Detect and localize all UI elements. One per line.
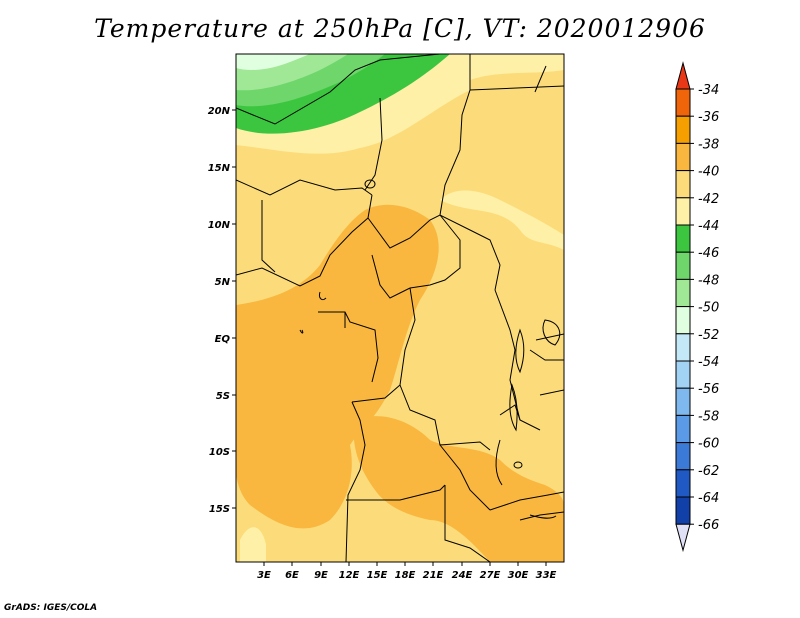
map-figure: 20N 15N 10N 5N EQ 5S 10S 15S 3E 6E 9E 12… — [0, 0, 800, 618]
colorbar-bottom-arrow — [676, 524, 690, 550]
lon-tick-30e: 30E — [508, 570, 529, 581]
lon-tick-21e: 21E — [423, 570, 444, 581]
lat-tick-15n: 15N — [208, 163, 231, 174]
colorbar-label: -38 — [698, 137, 719, 152]
temperature-field — [236, 54, 564, 562]
colorbar-label: -44 — [698, 219, 719, 234]
lat-tick-eq: EQ — [215, 334, 231, 345]
colorbar-label: -64 — [698, 491, 719, 506]
lat-axis: 20N 15N 10N 5N EQ 5S 10S 15S — [208, 106, 236, 515]
colorbar-label: -34 — [698, 83, 719, 98]
lon-tick-9e: 9E — [314, 570, 328, 581]
colorbar-swatch — [676, 143, 690, 170]
colorbar-swatch — [676, 470, 690, 497]
colorbar-label: -50 — [698, 301, 719, 316]
colorbar-swatch — [676, 198, 690, 225]
lon-tick-27e: 27E — [480, 570, 501, 581]
colorbar-label: -48 — [698, 273, 719, 288]
lat-tick-5n: 5N — [215, 277, 231, 288]
colorbar-swatch — [676, 89, 690, 116]
lat-tick-5s: 5S — [216, 391, 230, 402]
colorbar-swatch — [676, 497, 690, 524]
lon-tick-15e: 15E — [367, 570, 388, 581]
lat-tick-10n: 10N — [208, 220, 231, 231]
colorbar-swatch — [676, 415, 690, 442]
lat-tick-20n: 20N — [208, 106, 231, 117]
colorbar-swatch — [676, 279, 690, 306]
colorbar-top-arrow — [676, 63, 690, 89]
colorbar-label: -62 — [698, 464, 719, 479]
lon-tick-6e: 6E — [285, 570, 299, 581]
colorbar-swatch — [676, 388, 690, 415]
lon-tick-18e: 18E — [395, 570, 416, 581]
colorbar-swatch — [676, 116, 690, 143]
colorbar-label: -54 — [698, 355, 719, 370]
colorbar-label: -56 — [698, 382, 719, 397]
colorbar-label: -42 — [698, 192, 719, 207]
lon-tick-24e: 24E — [452, 570, 473, 581]
colorbar-label: -66 — [698, 518, 719, 533]
colorbar-swatch — [676, 334, 690, 361]
colorbar: -34 -36 -38 -40 -42 -44 -46 -48 -50 -52 -54 -56 -58 -… — [676, 63, 719, 550]
lat-tick-15s: 15S — [209, 504, 230, 515]
colorbar-swatch — [676, 225, 690, 252]
colorbar-label: -58 — [698, 409, 719, 424]
colorbar-swatch — [676, 443, 690, 470]
colorbar-label: -40 — [698, 165, 719, 180]
colorbar-label: -52 — [698, 328, 719, 343]
lon-tick-3e: 3E — [257, 570, 271, 581]
colorbar-swatch — [676, 307, 690, 334]
colorbar-swatch — [676, 361, 690, 388]
lat-tick-10s: 10S — [209, 447, 230, 458]
colorbar-swatch — [676, 171, 690, 198]
colorbar-label: -60 — [698, 437, 719, 452]
footer-credit: GrADS: IGES/COLA — [4, 603, 97, 613]
lon-tick-33e: 33E — [536, 570, 557, 581]
colorbar-label: -36 — [698, 110, 719, 125]
lon-axis: 3E 6E 9E 12E 15E 18E 21E 24E 27E 30E 33E — [257, 562, 556, 581]
colorbar-label: -46 — [698, 246, 719, 261]
lon-tick-12e: 12E — [339, 570, 360, 581]
colorbar-swatch — [676, 252, 690, 279]
